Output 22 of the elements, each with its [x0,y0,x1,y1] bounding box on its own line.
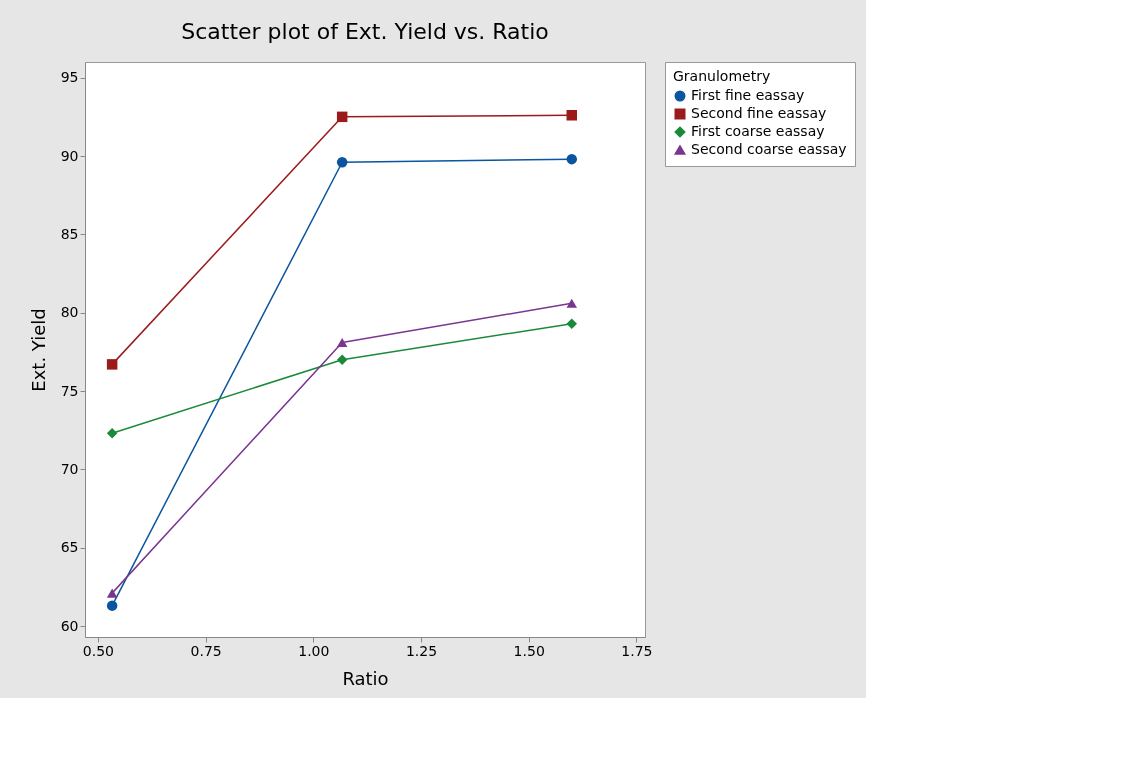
y-tick-label: 75 [60,382,79,399]
y-tick-label: 90 [60,147,79,164]
y-tick-label: 85 [60,225,79,242]
y-tick-label: 95 [60,69,79,86]
legend-label: First coarse eassay [691,123,825,139]
y-tick-label: 80 [60,304,79,321]
x-tick-label: 1.75 [621,642,653,659]
chart-title: Scatter plot of Ext. Yield vs. Ratio [181,18,549,44]
legend-title: Granulometry [673,68,771,84]
legend-label: Second fine eassay [691,105,827,121]
y-tick-label: 70 [60,460,79,477]
x-tick-label: 0.75 [190,642,222,659]
legend-label: First fine eassay [691,87,805,103]
y-tick-label: 60 [60,617,79,634]
y-tick-label: 65 [60,539,79,556]
x-tick-label: 0.50 [82,642,115,659]
x-tick-label: 1.50 [513,642,545,659]
x-tick-label: 1.00 [298,642,330,659]
y-axis-title: Ext. Yield [27,308,49,392]
x-tick-label: 1.25 [405,642,438,659]
x-axis-title: Ratio [342,667,389,689]
legend-label: Second coarse eassay [691,141,847,157]
